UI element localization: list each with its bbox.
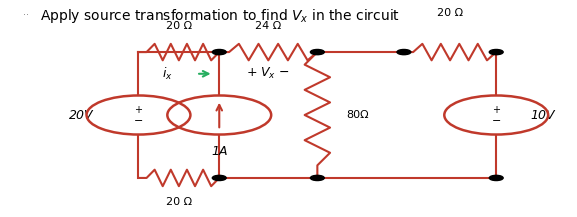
Text: 1A: 1A (211, 145, 227, 158)
Circle shape (212, 175, 226, 181)
Circle shape (310, 49, 324, 55)
Text: +: + (134, 105, 143, 115)
Text: 24 Ω: 24 Ω (255, 21, 282, 31)
Text: 10V: 10V (530, 108, 554, 122)
Text: 20 Ω: 20 Ω (166, 21, 192, 31)
Text: + $V_x$ −: + $V_x$ − (246, 66, 290, 81)
Circle shape (212, 49, 226, 55)
Text: 20 Ω: 20 Ω (166, 197, 192, 207)
Text: $i_x$: $i_x$ (162, 66, 173, 82)
Circle shape (489, 49, 503, 55)
Circle shape (397, 49, 411, 55)
Text: 20 Ω: 20 Ω (437, 8, 463, 18)
Text: ..: .. (23, 7, 29, 16)
Circle shape (489, 175, 503, 181)
Text: Apply source transformation to find $V_x$ in the circuit: Apply source transformation to find $V_x… (40, 7, 400, 25)
Text: −: − (492, 116, 501, 126)
Circle shape (310, 175, 324, 181)
Text: 80Ω: 80Ω (346, 110, 369, 120)
Text: 20V: 20V (69, 108, 93, 122)
Text: −: − (134, 116, 143, 126)
Text: +: + (492, 105, 500, 115)
